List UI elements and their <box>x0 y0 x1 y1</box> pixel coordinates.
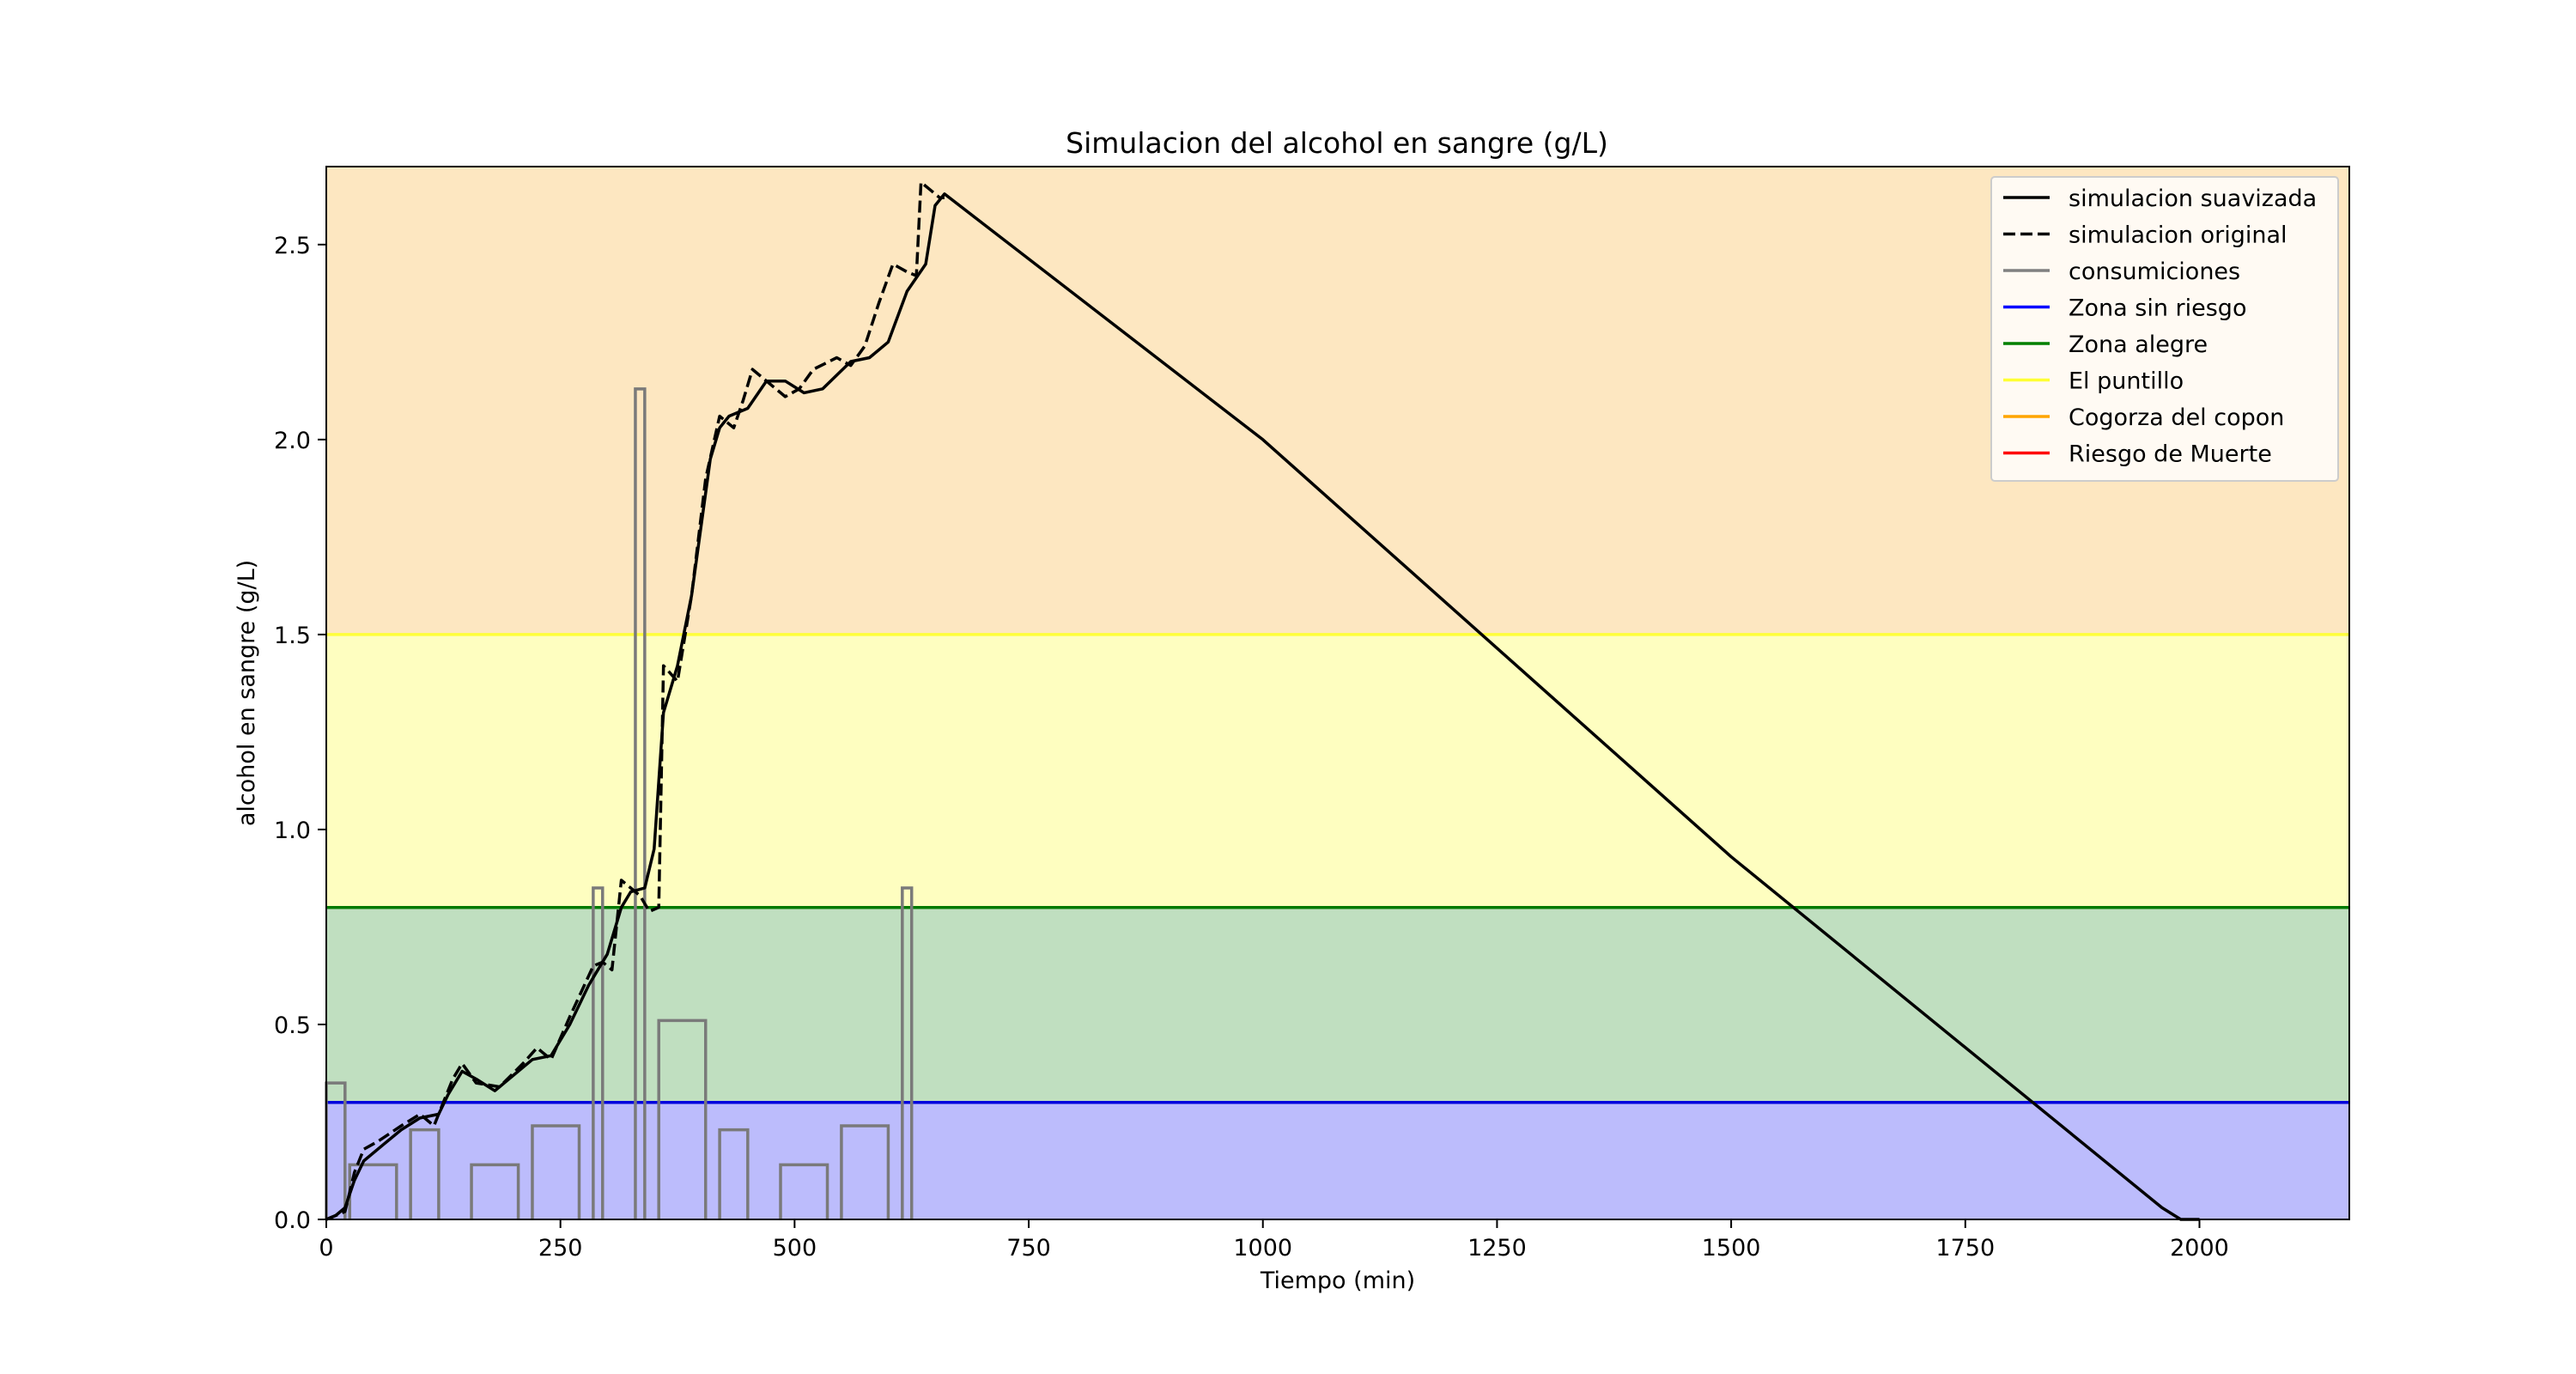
consumption-bar-4 <box>531 1124 581 1219</box>
consumption-bars <box>325 387 914 1219</box>
x-axis: 0 250 500 750 1000 1250 1500 1750 2000 <box>319 1219 2229 1262</box>
chart-title: Simulacion del alcohol en sangre (g/L) <box>1066 126 1608 160</box>
y-tick-label-2: 1.0 <box>274 818 311 844</box>
consumption-bar-3 <box>470 1163 520 1219</box>
x-tick-label-3: 750 <box>1006 1235 1051 1262</box>
consumption-bar-8 <box>718 1128 750 1219</box>
y-axis-label: alcohol en sangre (g/L) <box>234 560 260 826</box>
smoothed-simulation-line <box>325 192 2200 1221</box>
legend-label-3: Zona sin riesgo <box>2069 295 2246 322</box>
legend-label-7: Riesgo de Muerte <box>2069 441 2272 468</box>
x-tick-label-5: 1250 <box>1467 1235 1527 1262</box>
legend-label-6: Cogorza del copon <box>2069 404 2284 431</box>
original-simulation-line <box>325 180 945 1221</box>
x-tick-label-8: 2000 <box>2170 1235 2229 1262</box>
consumption-bar-10 <box>840 1124 890 1219</box>
plot-frame <box>325 166 2350 1220</box>
legend-label-4: Zona alegre <box>2069 331 2208 358</box>
consumption-bar-11 <box>901 886 914 1219</box>
x-tick-label-2: 500 <box>773 1235 817 1262</box>
x-tick-label-7: 1750 <box>1935 1235 1995 1262</box>
x-axis-label: Tiempo (min) <box>1260 1268 1415 1294</box>
y-axis: 0.0 0.5 1.0 1.5 2.0 2.5 <box>274 233 326 1234</box>
y-tick-label-4: 2.0 <box>274 428 311 454</box>
zone-band-1 <box>326 907 2349 1103</box>
consumption-bar-6 <box>634 387 647 1219</box>
x-tick-label-1: 250 <box>538 1235 583 1262</box>
legend: simulacion suavizada simulacion original c… <box>1990 176 2339 482</box>
y-tick-label-0: 0.0 <box>274 1207 311 1234</box>
x-tick-label-4: 1000 <box>1233 1235 1292 1262</box>
consumption-bar-7 <box>657 1018 708 1219</box>
y-tick-label-5: 2.5 <box>274 233 311 259</box>
legend-label-0: simulacion suavizada <box>2069 185 2317 212</box>
zone-band-0 <box>326 1102 2349 1219</box>
x-tick-label-6: 1500 <box>1702 1235 1761 1262</box>
y-tick-label-1: 0.5 <box>274 1012 311 1039</box>
x-tick-label-0: 0 <box>319 1235 333 1262</box>
y-tick-label-3: 1.5 <box>274 623 311 649</box>
consumption-bar-2 <box>409 1128 440 1219</box>
legend-box <box>1990 176 2339 482</box>
legend-label-1: simulacion original <box>2069 222 2287 249</box>
series-lines <box>325 180 2200 1221</box>
legend-label-2: consumiciones <box>2069 258 2240 285</box>
zone-band-2 <box>326 634 2349 908</box>
consumption-bar-9 <box>779 1163 829 1219</box>
legend-label-5: El puntillo <box>2069 368 2184 395</box>
consumption-bar-5 <box>592 886 605 1219</box>
